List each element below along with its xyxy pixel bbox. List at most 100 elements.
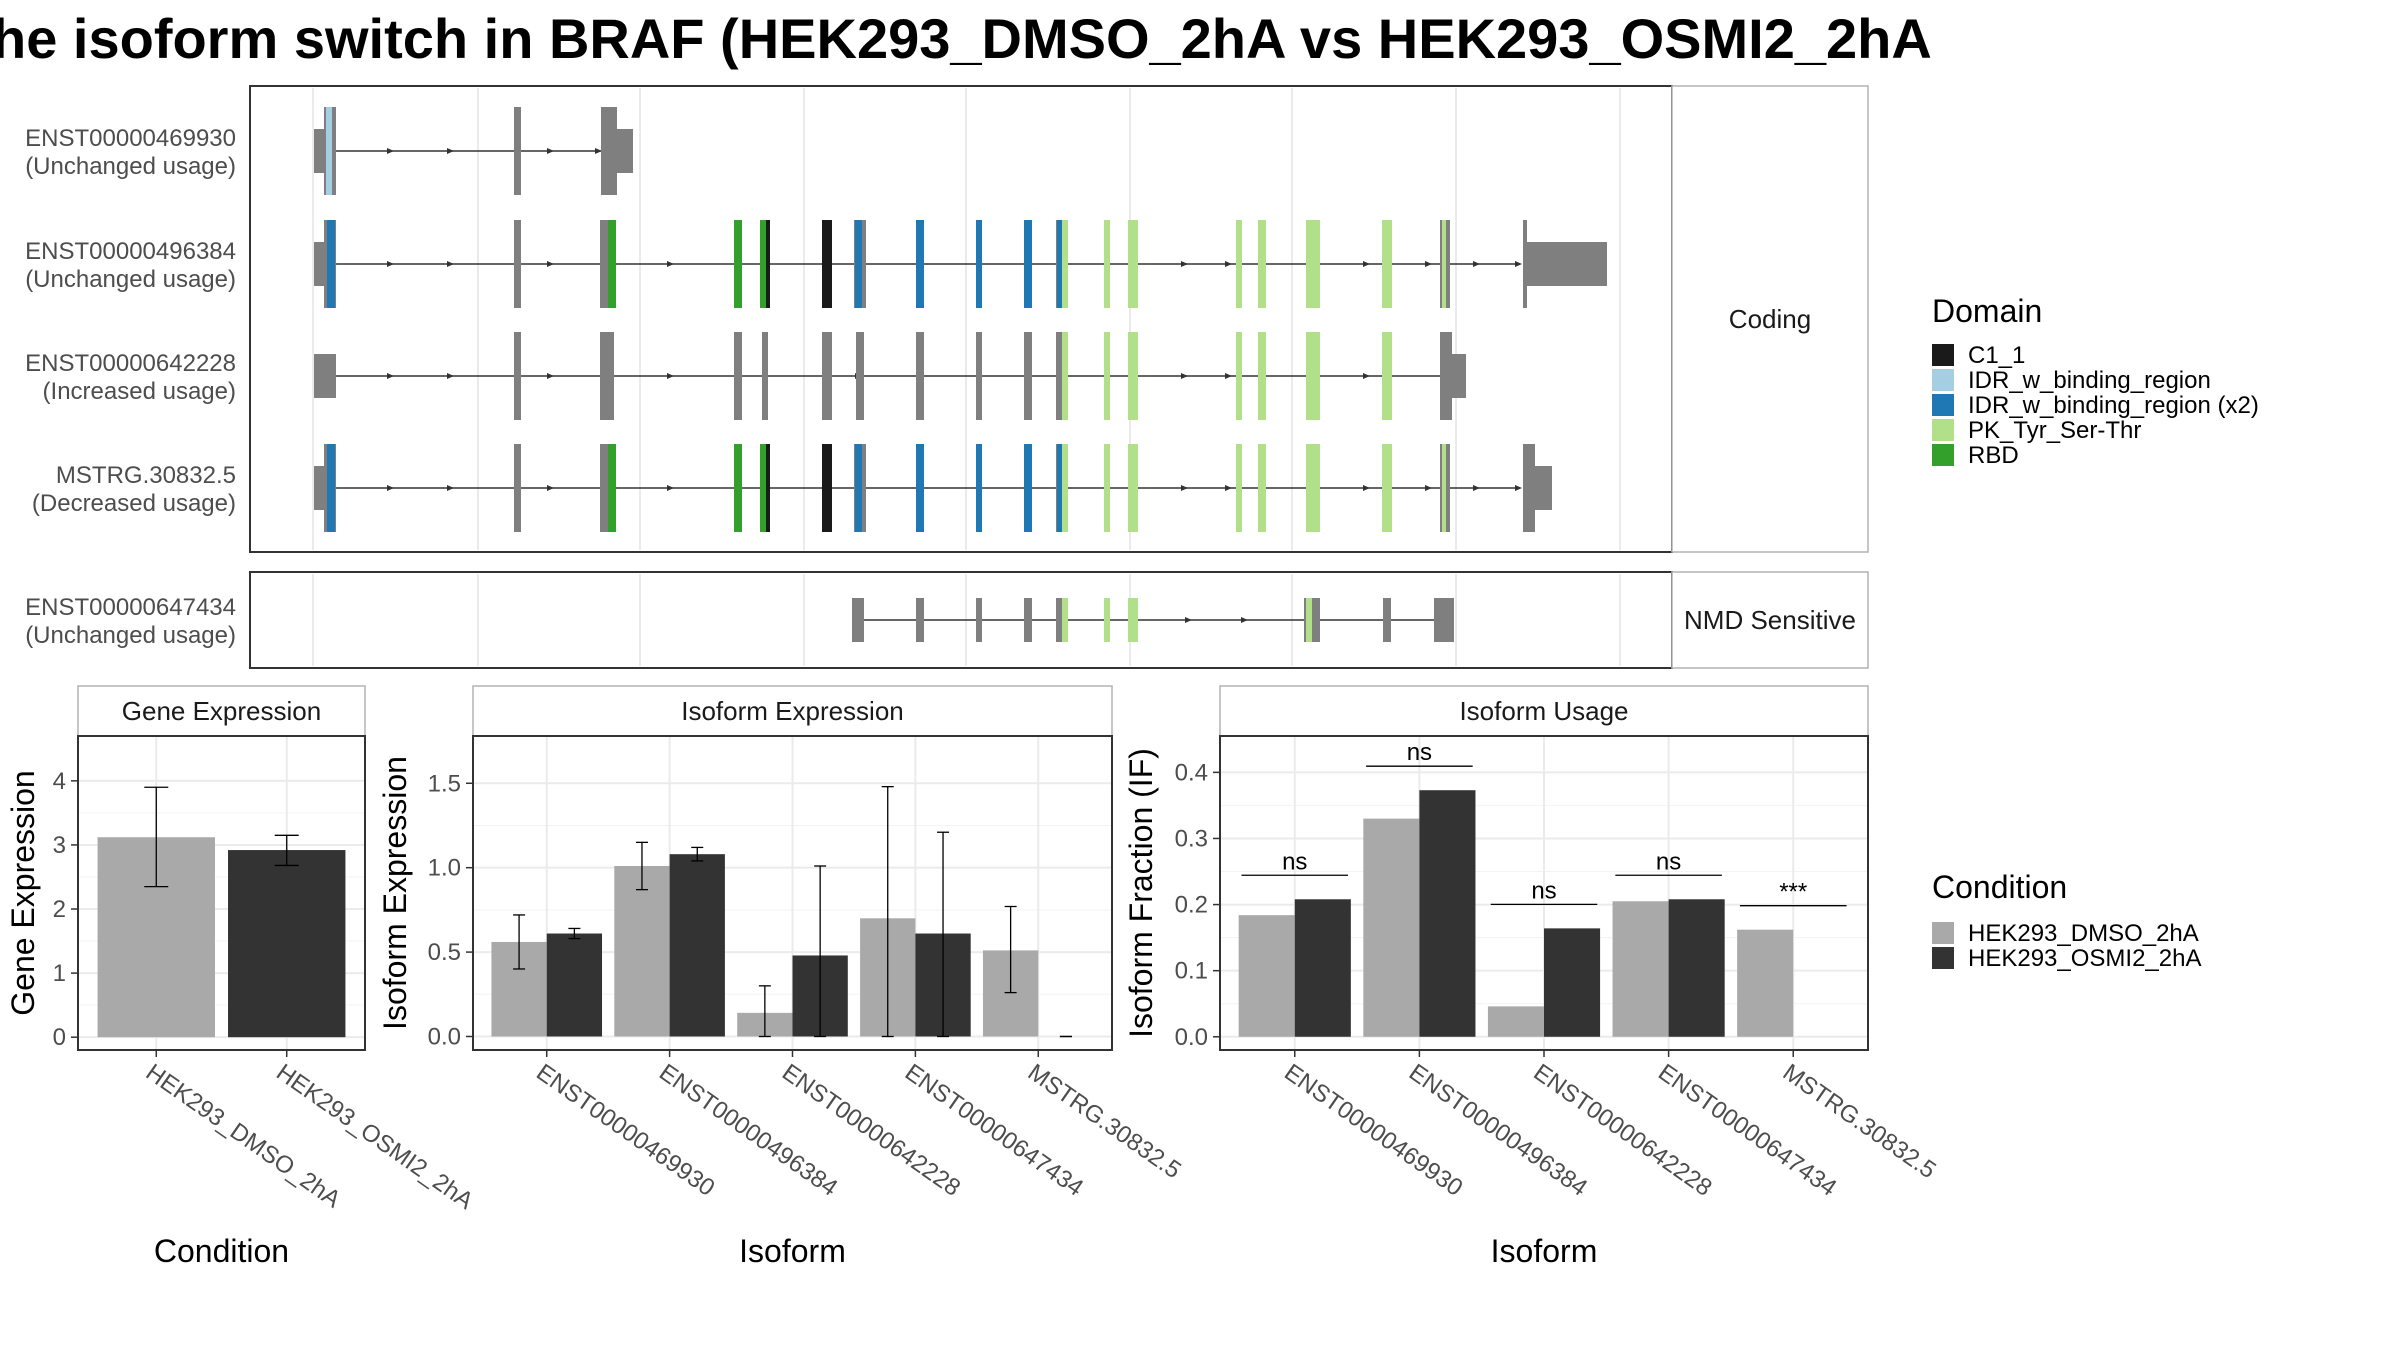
- y-tick-label: 0.4: [1175, 759, 1208, 786]
- exon-block: [514, 332, 521, 420]
- intron-arrow: [1473, 485, 1480, 491]
- intron-arrow: [1425, 261, 1432, 267]
- panel-border: [77, 735, 366, 1051]
- bar: [1363, 818, 1420, 1037]
- transcript-usage-label: (Decreased usage): [32, 490, 236, 517]
- bar: [1238, 915, 1295, 1037]
- significance-label: ns: [1407, 739, 1432, 766]
- bar: [546, 933, 603, 1037]
- bar: [1668, 899, 1725, 1037]
- exon-block: [822, 444, 832, 532]
- exon-block: [1104, 332, 1110, 420]
- intron-arrow: [1181, 373, 1188, 379]
- exon-block: [760, 220, 770, 308]
- exon-block: [326, 107, 332, 195]
- exon-block: [1382, 444, 1392, 532]
- intron-arrow: [1225, 261, 1232, 267]
- y-tick-label: 0.2: [1175, 892, 1208, 919]
- intron-arrow: [547, 373, 554, 379]
- intron-arrow: [387, 261, 394, 267]
- bar: [614, 865, 670, 1037]
- bar: [1294, 899, 1351, 1037]
- transcript-id-label: ENST00000647434: [25, 594, 236, 621]
- chart-panel-0: Gene Expression01234HEK293_DMSO_2hAHEK29…: [5, 685, 478, 1269]
- exon-block: [1056, 598, 1066, 642]
- exon-block: [1024, 220, 1032, 308]
- exon-block: [1382, 220, 1392, 308]
- exon-block: [855, 444, 862, 532]
- transcript-id-label: ENST00000469930: [25, 125, 236, 152]
- intron-arrow: [1225, 373, 1232, 379]
- exon-block: [1236, 332, 1242, 420]
- exon-block: [976, 220, 982, 308]
- exon-block: [916, 444, 924, 532]
- nmd-strip: [1671, 571, 1869, 669]
- exon-block: [1024, 332, 1032, 420]
- domain-legend-title: Domain: [1932, 293, 2042, 329]
- y-axis-title: Gene Expression: [5, 770, 41, 1015]
- coding-strip-label: Coding: [1729, 304, 1811, 334]
- transcript-id-label: MSTRG.30832.5: [56, 462, 236, 489]
- transcript-id-label: ENST00000496384: [25, 238, 236, 265]
- y-tick-label: 1.5: [428, 770, 461, 797]
- transcript-usage-label: (Unchanged usage): [25, 266, 236, 293]
- exon-block: [314, 466, 326, 510]
- domain-legend-label: IDR_w_binding_region (x2): [1968, 392, 2259, 419]
- exon-block: [1128, 598, 1138, 642]
- exon-block: [514, 444, 521, 532]
- exon-block: [734, 444, 742, 532]
- transcript-usage-label: (Increased usage): [43, 378, 236, 405]
- coding-strip: [1671, 85, 1869, 553]
- exon-block: [314, 242, 326, 286]
- transcript-usage-label: (Unchanged usage): [25, 622, 236, 649]
- exon-block: [1236, 220, 1242, 308]
- intron-arrow: [547, 485, 554, 491]
- exon-block: [614, 129, 633, 173]
- domain-legend-key: [1932, 419, 1954, 441]
- exon-block: [1104, 220, 1110, 308]
- intron-arrow: [1181, 261, 1188, 267]
- domain-legend-key: [1932, 369, 1954, 391]
- exon-block: [600, 332, 614, 420]
- exon-block: [762, 332, 768, 420]
- intron-arrow: [447, 485, 454, 491]
- chart-panel-1: Isoform Expression0.00.51.01.5ENST000004…: [377, 685, 1186, 1269]
- exon-block: [1236, 444, 1242, 532]
- panel-strip: [1219, 685, 1869, 737]
- intron-arrow: [447, 261, 454, 267]
- exon-block: [916, 332, 924, 420]
- domain-legend-key: [1932, 344, 1954, 366]
- intron-arrow: [1515, 261, 1522, 267]
- y-tick-label: 3: [53, 832, 66, 859]
- exon-block: [514, 107, 521, 195]
- intron-arrow: [447, 148, 454, 154]
- exon-block: [1382, 332, 1392, 420]
- y-axis-title: Isoform Expression: [377, 756, 413, 1030]
- nmd-strip-label: NMD Sensitive: [1684, 605, 1856, 635]
- exon-block: [1306, 220, 1320, 308]
- intron-arrow: [447, 373, 454, 379]
- exon-block: [314, 354, 336, 398]
- exon-block: [1532, 466, 1552, 510]
- exon-block: [734, 220, 742, 308]
- transcript-id-label: ENST00000642228: [25, 350, 236, 377]
- exon-block: [822, 220, 832, 308]
- intron-arrow: [1181, 485, 1188, 491]
- panel-title: Gene Expression: [122, 696, 321, 726]
- transcript-row: ENST00000647434(Unchanged usage): [25, 594, 1454, 649]
- intron-arrow: [547, 261, 554, 267]
- significance-label: ns: [1282, 848, 1307, 875]
- exon-block: [314, 129, 326, 173]
- transcript-row: ENST00000496384(Unchanged usage): [25, 220, 1607, 308]
- coding-panel: [249, 85, 1673, 553]
- exon-block: [766, 444, 770, 532]
- domain-legend-label: PK_Tyr_Ser-Thr: [1968, 417, 2141, 444]
- y-tick-label: 1.0: [428, 855, 461, 882]
- domain-legend-label: C1_1: [1968, 342, 2025, 369]
- exon-block: [1128, 332, 1138, 420]
- exon-block: [916, 598, 924, 642]
- intron-arrow: [387, 485, 394, 491]
- exon-block: [1024, 444, 1032, 532]
- exon-block: [822, 332, 832, 420]
